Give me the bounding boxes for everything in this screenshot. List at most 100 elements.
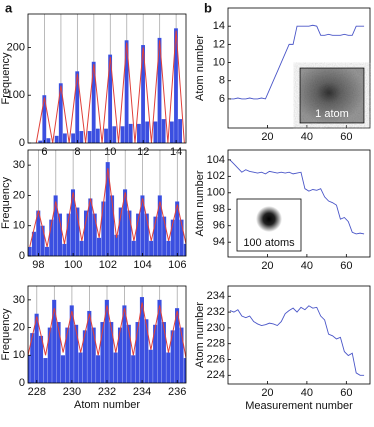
bar xyxy=(166,240,171,256)
bar xyxy=(122,305,127,383)
x-tick-label: 40 xyxy=(301,260,313,272)
y-tick-label: 200 xyxy=(7,41,25,53)
bar xyxy=(126,324,131,383)
bar xyxy=(174,28,178,143)
bar xyxy=(83,210,89,256)
y-axis-label: Frequency xyxy=(0,52,12,104)
x-tick-label: 234 xyxy=(133,386,151,398)
bar xyxy=(144,213,149,256)
x-tick-label: 10 xyxy=(104,146,116,158)
bar xyxy=(113,352,118,383)
y-tick-label: 10 xyxy=(13,220,25,232)
bar xyxy=(139,297,145,383)
bar xyxy=(65,327,70,383)
y-tick-label: 100 xyxy=(7,89,25,101)
bar xyxy=(137,123,141,143)
panel-label: b xyxy=(204,0,212,15)
bar xyxy=(162,216,167,256)
x-tick-label: 228 xyxy=(28,386,46,398)
bar xyxy=(38,335,44,383)
bar xyxy=(145,121,150,143)
y-tick-label: 30 xyxy=(13,294,25,306)
axes-box xyxy=(27,149,187,257)
x-tick-label: 20 xyxy=(261,387,273,399)
bar xyxy=(42,95,47,143)
y-tick-label: 12 xyxy=(213,38,225,50)
y-tick-label: 20 xyxy=(13,321,25,333)
x-tick-label: 98 xyxy=(32,259,44,271)
y-tick-label: 102 xyxy=(207,170,225,182)
bar xyxy=(49,219,54,256)
bar xyxy=(57,213,62,256)
y-tick-label: 228 xyxy=(207,338,225,350)
bar xyxy=(60,355,66,383)
bar xyxy=(170,219,175,256)
y-tick-label: 96 xyxy=(213,220,225,232)
x-tick-label: 40 xyxy=(301,131,313,143)
bar xyxy=(105,162,110,256)
fit-line xyxy=(29,168,186,248)
bar xyxy=(82,330,87,383)
x-tick-label: 60 xyxy=(340,387,352,399)
y-tick-label: 232 xyxy=(207,306,225,318)
bar xyxy=(79,240,84,256)
y-tick-label: 8 xyxy=(219,75,225,87)
y-tick-label: 98 xyxy=(213,203,225,215)
y-tick-label: 30 xyxy=(13,159,25,171)
bar xyxy=(87,310,92,383)
bar xyxy=(153,216,158,256)
bar xyxy=(131,240,136,256)
bar xyxy=(179,219,184,256)
bar xyxy=(131,355,136,383)
y-tick-label: 230 xyxy=(207,322,225,334)
bar xyxy=(183,243,186,256)
bar xyxy=(127,210,132,256)
bar xyxy=(157,195,162,256)
bar xyxy=(157,37,162,143)
x-tick-label: 20 xyxy=(261,260,273,272)
bar xyxy=(75,71,80,143)
bar xyxy=(153,324,158,383)
bar xyxy=(140,195,145,256)
bar xyxy=(117,327,123,383)
bar xyxy=(28,355,30,383)
x-tick-label: 8 xyxy=(74,146,80,158)
bar xyxy=(75,207,80,256)
bar xyxy=(62,133,67,143)
bar xyxy=(96,355,101,383)
bar xyxy=(62,243,67,256)
plot-area xyxy=(229,305,365,376)
plot-area xyxy=(229,159,365,235)
bar xyxy=(179,327,184,383)
bar xyxy=(88,198,93,256)
inset-label: 100 atoms xyxy=(243,237,295,249)
y-tick-label: 0 xyxy=(19,137,25,149)
y-tick-label: 226 xyxy=(207,353,225,365)
y-axis-label: Frequency xyxy=(0,177,12,229)
x-tick-label: 14 xyxy=(170,146,182,158)
y-tick-label: 14 xyxy=(213,20,225,32)
plot-area xyxy=(35,14,185,143)
bar xyxy=(124,40,129,143)
x-tick-label: 6 xyxy=(41,146,47,158)
bar xyxy=(46,138,51,143)
bar xyxy=(120,126,125,143)
bar xyxy=(175,201,180,256)
y-tick-label: 6 xyxy=(219,93,225,105)
bar xyxy=(114,234,119,256)
plot-area xyxy=(28,150,186,256)
bar xyxy=(112,126,117,143)
bar xyxy=(69,305,74,383)
bar xyxy=(170,330,175,383)
y-axis-label: Atom number xyxy=(194,302,206,368)
bar xyxy=(118,207,123,256)
bar xyxy=(169,121,174,143)
y-tick-label: 20 xyxy=(13,189,25,201)
bar xyxy=(157,299,162,383)
bar xyxy=(104,128,108,143)
x-tick-label: 60 xyxy=(340,131,352,143)
bar xyxy=(136,213,141,256)
